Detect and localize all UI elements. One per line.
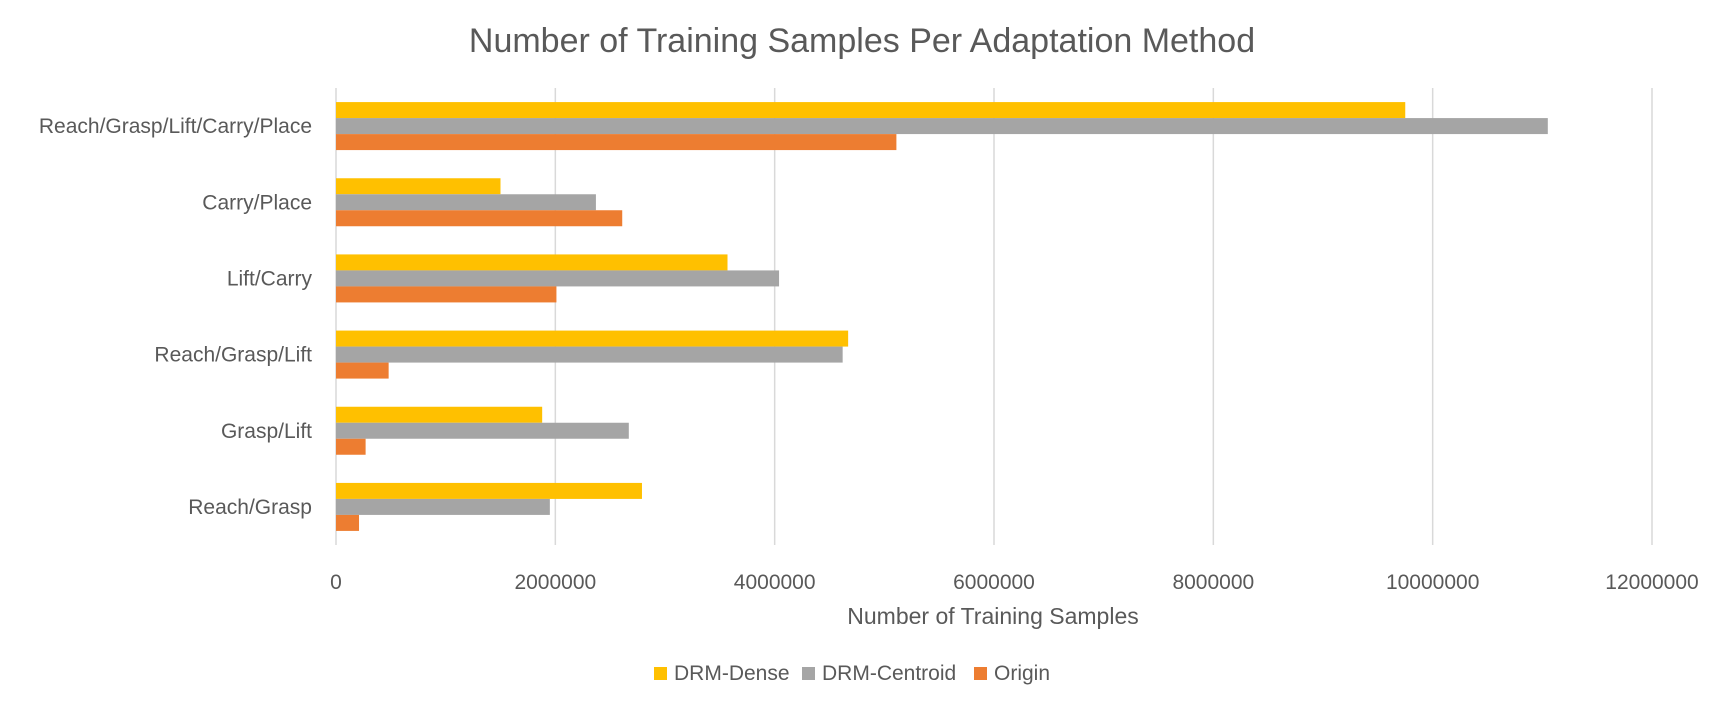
bar-drm-centroid [336, 346, 843, 363]
x-tick-label: 4000000 [734, 571, 816, 594]
chart-title: Number of Training Samples Per Adaptatio… [469, 22, 1255, 60]
bar-drm-dense [336, 102, 1406, 119]
x-tick-label: 8000000 [1172, 571, 1254, 594]
bar-drm-dense [336, 406, 543, 423]
category-label: Reach/Grasp/Lift [154, 344, 312, 367]
x-tick-label: 6000000 [953, 571, 1035, 594]
bar-drm-dense [336, 482, 642, 499]
bar-origin [336, 362, 389, 379]
category-label: Grasp/Lift [221, 420, 312, 443]
bar-drm-centroid [336, 118, 1548, 135]
x-tick-label: 2000000 [514, 571, 596, 594]
legend-label: DRM-Centroid [822, 662, 956, 685]
gridlines [335, 88, 1653, 545]
legend-label: DRM-Dense [674, 662, 790, 685]
bar-drm-dense [336, 330, 849, 347]
bar-origin [336, 134, 897, 151]
category-label: Lift/Carry [227, 267, 313, 290]
bar-drm-dense [336, 254, 728, 271]
legend-swatch [802, 667, 815, 680]
legend-label: Origin [994, 662, 1050, 685]
bar-drm-centroid [336, 422, 629, 439]
x-tick-label: 12000000 [1605, 571, 1698, 594]
bar-origin [336, 438, 366, 455]
bar-drm-dense [336, 178, 501, 195]
category-label: Reach/Grasp/Lift/Carry/Place [39, 115, 312, 138]
x-tick-label: 10000000 [1386, 571, 1479, 594]
bar-origin [336, 286, 557, 303]
bar-origin [336, 514, 360, 531]
legend-swatch [974, 667, 987, 680]
bars [336, 102, 1548, 531]
bar-drm-centroid [336, 498, 550, 515]
bar-drm-centroid [336, 194, 596, 211]
x-axis-title: Number of Training Samples [847, 603, 1138, 629]
bar-drm-centroid [336, 270, 780, 287]
legend: DRM-Dense DRM-Centroid Origin [654, 662, 1050, 685]
bar-origin [336, 210, 623, 227]
category-labels: Reach/Grasp/Lift/Carry/Place Carry/Place L… [39, 115, 313, 519]
x-tick-label: 0 [330, 571, 342, 594]
category-label: Carry/Place [202, 191, 312, 214]
category-label: Reach/Grasp [188, 496, 312, 519]
legend-swatch [654, 667, 667, 680]
x-tick-labels: 0 2000000 4000000 6000000 8000000 10000000 120… [330, 571, 1699, 594]
